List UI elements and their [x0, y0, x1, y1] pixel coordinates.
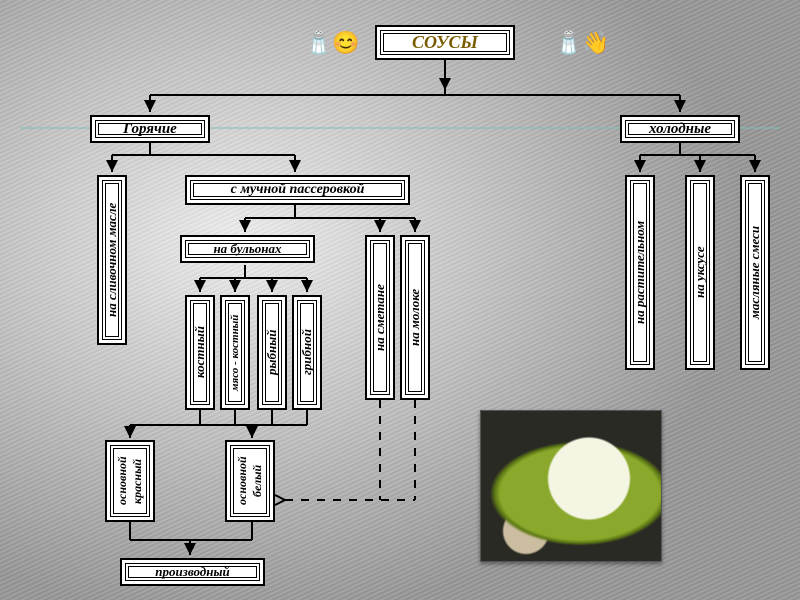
diagram-stage: 🧂😊 🧂👋 СОУСЫ Горячие холодные на сливочно…	[0, 0, 800, 600]
node-base-white: основной белый	[225, 440, 275, 522]
node-fish: рыбный	[257, 295, 287, 410]
deco-right-icon: 🧂👋	[555, 30, 610, 56]
node-hot: Горячие	[90, 115, 210, 143]
node-bone: костный	[185, 295, 215, 410]
node-veg: на растительном	[625, 175, 655, 370]
node-milk: на молоке	[400, 235, 430, 400]
node-flour: с мучной пассеровкой	[185, 175, 410, 205]
deco-left-icon: 🧂😊	[305, 30, 360, 56]
node-cold: холодные	[620, 115, 740, 143]
node-vinegar: на уксусе	[685, 175, 715, 370]
node-base-red: основной красный	[105, 440, 155, 522]
node-butter: на сливочном масле	[97, 175, 127, 345]
node-mushroom: грибной	[292, 295, 322, 410]
node-oilmix: масляные смеси	[740, 175, 770, 370]
node-sourcream: на сметане	[365, 235, 395, 400]
node-derived: производный	[120, 558, 265, 586]
node-meatbone: мясо - костный	[220, 295, 250, 410]
sauce-photo	[480, 410, 662, 562]
node-root: СОУСЫ	[375, 25, 515, 60]
node-broth: на бульонах	[180, 235, 315, 263]
